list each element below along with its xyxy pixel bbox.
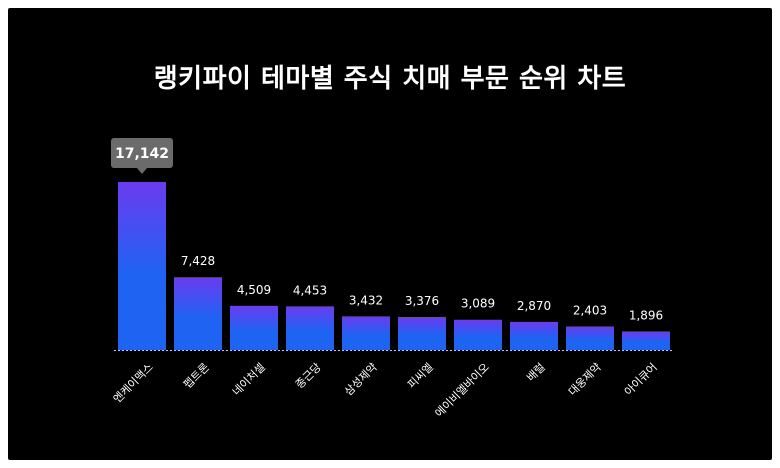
value-label-2: 7,428 <box>181 254 215 268</box>
chart-panel: 랭키파이 테마별 주식 치매 부문 순위 차트 17,142 엔케이맥스 7,428… <box>8 8 772 460</box>
value-label-1: 17,142 <box>115 146 169 162</box>
bar-3[interactable] <box>230 305 278 350</box>
value-callout <box>111 138 173 168</box>
value-label-3: 4,509 <box>237 283 271 297</box>
category-label-8: 배럴 <box>524 361 548 385</box>
bar-1[interactable] <box>118 182 166 350</box>
bar-2[interactable] <box>174 277 222 350</box>
value-label-8: 2,870 <box>517 299 551 313</box>
value-label-7: 3,089 <box>461 297 495 311</box>
category-label-9: 대웅제약 <box>565 360 604 399</box>
category-label-3: 네이처셀 <box>230 361 268 399</box>
value-callout-pointer <box>137 168 147 174</box>
value-label-6: 3,376 <box>405 294 439 308</box>
value-label-9: 2,403 <box>573 303 607 317</box>
bar-9[interactable] <box>566 326 614 350</box>
bar-chart: 17,142 엔케이맥스 7,428 펩트론 4,509 네이처셀 4,453 종근당 3,43… <box>111 138 674 420</box>
category-label-2: 펩트론 <box>181 361 212 392</box>
category-label-1: 엔케이맥스 <box>111 361 156 406</box>
category-label-10: 아이큐어 <box>622 361 660 399</box>
bar-6[interactable] <box>398 316 446 350</box>
bar-10[interactable] <box>622 331 670 350</box>
bar-8[interactable] <box>510 321 558 350</box>
bar-7[interactable] <box>454 319 502 350</box>
value-label-4: 4,453 <box>293 283 327 297</box>
chart-title: 랭키파이 테마별 주식 치매 부문 순위 차트 <box>153 64 627 94</box>
category-label-7: 에이비엘바이오 <box>432 361 491 420</box>
bar-5[interactable] <box>342 316 390 350</box>
category-label-5: 삼성제약 <box>341 360 380 399</box>
category-label-6: 피씨엘 <box>405 361 436 392</box>
category-label-4: 종근당 <box>293 361 324 392</box>
value-label-5: 3,432 <box>349 293 383 307</box>
value-label-10: 1,896 <box>629 308 663 322</box>
bar-4[interactable] <box>286 306 334 350</box>
